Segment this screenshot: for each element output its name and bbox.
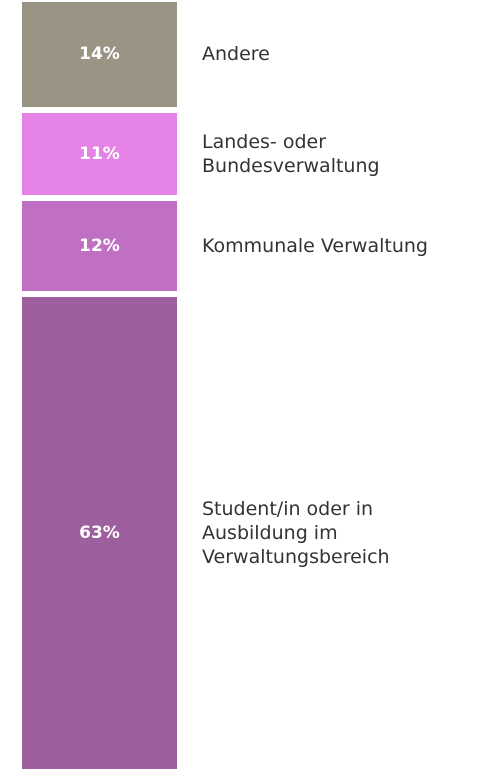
bar-segment: 14% (22, 2, 177, 107)
value-label: 12% (79, 236, 120, 257)
legend-label: Andere (202, 43, 270, 66)
value-label: 11% (79, 144, 120, 165)
value-label: 63% (79, 523, 120, 544)
bar-segment: 11% (22, 112, 177, 196)
bar-segment: 63% (22, 297, 177, 769)
legend-label: Kommunale Verwaltung (202, 235, 428, 258)
bar-segment: 12% (22, 201, 177, 292)
value-label: 14% (79, 44, 120, 65)
legend-label: Landes- oder Bundesverwaltung (202, 131, 380, 178)
legend-label: Student/in oder in Ausbildung im Verwalt… (202, 498, 390, 569)
